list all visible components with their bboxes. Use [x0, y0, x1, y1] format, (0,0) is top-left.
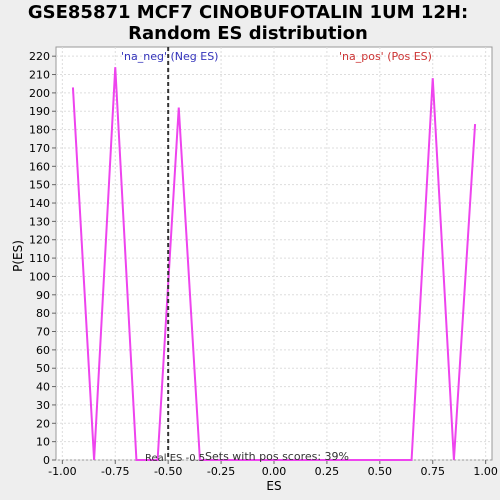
pos-scores-label: Sets with pos scores: 39%	[205, 450, 349, 463]
y-tick-label: 90	[36, 289, 50, 302]
x-tick-label: 0.50	[368, 465, 393, 478]
y-axis-label: P(ES)	[11, 240, 25, 272]
y-tick-label: 160	[29, 160, 50, 173]
x-tick-label: -0.50	[154, 465, 182, 478]
y-tick-label: 180	[29, 124, 50, 137]
y-tick-label: 30	[36, 399, 50, 412]
grid-lines	[56, 47, 492, 461]
real-es-label: Real ES -0.5	[145, 453, 205, 464]
x-tick-label: 1.00	[473, 465, 498, 478]
x-axis-ticks: -1.00 -0.75 -0.50 -0.25 0.00 0.25 0.50 0.75 1.00	[48, 460, 498, 478]
y-tick-label: 170	[29, 142, 50, 155]
y-tick-label: 0	[43, 454, 50, 467]
neg-es-label: 'na_neg' (Neg ES)	[121, 50, 218, 63]
y-tick-label: 110	[29, 252, 50, 265]
y-tick-label: 140	[29, 197, 50, 210]
y-tick-label: 10	[36, 436, 50, 449]
y-tick-label: 190	[29, 105, 50, 118]
y-tick-label: 130	[29, 215, 50, 228]
x-tick-label: -0.25	[207, 465, 235, 478]
y-tick-label: 100	[29, 270, 50, 283]
y-tick-label: 80	[36, 307, 50, 320]
y-tick-label: 40	[36, 381, 50, 394]
y-tick-label: 70	[36, 326, 50, 339]
y-tick-label: 60	[36, 344, 50, 357]
x-tick-label: 0.25	[315, 465, 340, 478]
y-tick-label: 50	[36, 362, 50, 375]
chart-title-line1: GSE85871 MCF7 CINOBUFOTALIN 1UM 12H:	[28, 2, 468, 23]
x-tick-label: -0.75	[101, 465, 129, 478]
y-axis-ticks: 0 10 20 30 40 50 60 70 80 90 100 110 120 130 140 150 160…	[29, 50, 56, 467]
y-tick-label: 20	[36, 417, 50, 430]
x-tick-label: -1.00	[48, 465, 76, 478]
y-tick-label: 200	[29, 87, 50, 100]
x-tick-label: 0.75	[420, 465, 445, 478]
pos-es-label: 'na_pos' (Pos ES)	[339, 50, 432, 63]
x-axis-label: ES	[266, 479, 281, 493]
series-line	[71, 67, 477, 461]
y-tick-label: 120	[29, 234, 50, 247]
x-tick-label: 0.00	[262, 465, 287, 478]
y-tick-label: 220	[29, 50, 50, 63]
chart-title-line2: Random ES distribution	[128, 23, 368, 44]
y-tick-label: 150	[29, 179, 50, 192]
y-tick-label: 210	[29, 69, 50, 82]
